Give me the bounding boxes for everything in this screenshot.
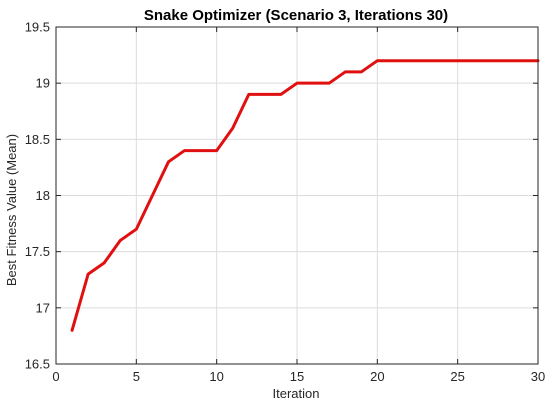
y-tick-label: 17 — [36, 300, 50, 315]
chart-title: Snake Optimizer (Scenario 3, Iterations … — [144, 7, 448, 24]
y-tick-label: 19.5 — [25, 20, 50, 35]
y-tick-label: 19 — [36, 76, 50, 91]
x-axis-label: Iteration — [273, 386, 320, 401]
x-tick-label: 20 — [370, 369, 384, 384]
ticks: 0 5 10 15 20 25 30 16.5 17 17.5 18 18.5 19 19.5 — [25, 20, 546, 385]
x-tick-label: 0 — [52, 369, 59, 384]
x-tick-label: 30 — [531, 369, 545, 384]
y-axis-label: Best Fitness Value (Mean) — [4, 134, 19, 286]
y-tick-label: 18.5 — [25, 132, 50, 147]
x-tick-label: 25 — [450, 369, 464, 384]
x-tick-label: 5 — [133, 369, 140, 384]
series-line — [70, 59, 540, 332]
plot-area: 0 5 10 15 20 25 30 16.5 17 17.5 18 18.5 19 19.5 — [25, 20, 546, 385]
series-layer — [70, 59, 540, 332]
y-tick-label: 18 — [36, 188, 50, 203]
x-tick-label: 10 — [209, 369, 223, 384]
y-tick-label: 17.5 — [25, 244, 50, 259]
x-tick-label: 15 — [290, 369, 304, 384]
y-tick-label: 16.5 — [25, 357, 50, 372]
